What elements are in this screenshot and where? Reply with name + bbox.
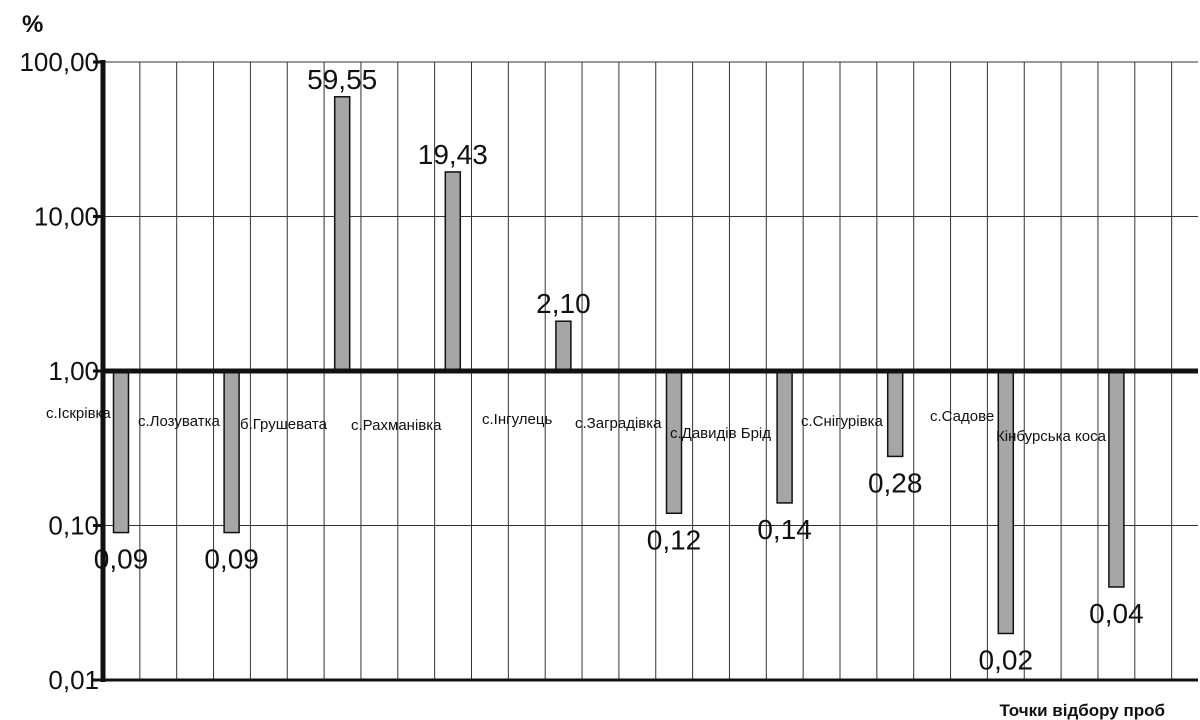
data-label: 0,09 (204, 544, 259, 575)
bars (112, 96, 1125, 635)
bar (555, 320, 572, 372)
bar (886, 370, 904, 458)
y-tick-label: 100,00 (19, 47, 99, 77)
bar (776, 370, 793, 504)
bar (223, 370, 240, 534)
category-label: с.Лозуватка (138, 413, 220, 430)
category-label: с.Снігурівка (801, 413, 883, 430)
bar (1108, 370, 1125, 588)
data-label: 0,28 (868, 467, 923, 498)
y-tick-label: 0,01 (48, 665, 99, 695)
y-tick-label: 0,10 (48, 511, 99, 541)
data-label: 0,14 (757, 514, 812, 545)
data-label: 0,09 (94, 544, 149, 575)
data-label: 2,10 (536, 288, 591, 319)
category-label: Кінбурська коса (996, 428, 1107, 445)
category-label: б.Грушевата (240, 416, 328, 433)
category-labels: с.Іскрівка с.Лозуватка б.Грушевата с.Рахман… (46, 405, 1107, 445)
category-label: с.Інгулець (482, 411, 552, 428)
bar (112, 370, 130, 534)
x-axis-title: Точки відбору проб (999, 701, 1165, 720)
category-label: с.Рахманівка (351, 417, 442, 434)
data-label: 0,02 (979, 644, 1034, 675)
data-label: 19,43 (418, 139, 488, 170)
data-labels: 0,09 0,09 59,55 19,43 2,10 0,12 0,14 0,28 0,02 0,… (94, 64, 1144, 676)
y-tick-labels: 0,01 0,10 1,00 10,00 100,00 (19, 47, 99, 695)
bar (997, 370, 1015, 635)
bar (665, 370, 683, 515)
category-label: с.Іскрівка (46, 405, 111, 422)
data-label: 0,04 (1089, 598, 1144, 629)
category-label: с.Садове (930, 408, 994, 425)
data-label: 59,55 (307, 64, 377, 95)
y-tick-label: 1,00 (48, 356, 99, 386)
axes (93, 60, 1198, 682)
y-tick-label: 10,00 (34, 202, 99, 232)
bar (333, 96, 351, 372)
data-label: 0,12 (647, 524, 702, 555)
bar (444, 171, 462, 372)
y-axis-title: % (22, 11, 43, 38)
category-label: с.Давидів Брід (670, 425, 771, 442)
category-label: с.Заградівка (575, 415, 662, 432)
